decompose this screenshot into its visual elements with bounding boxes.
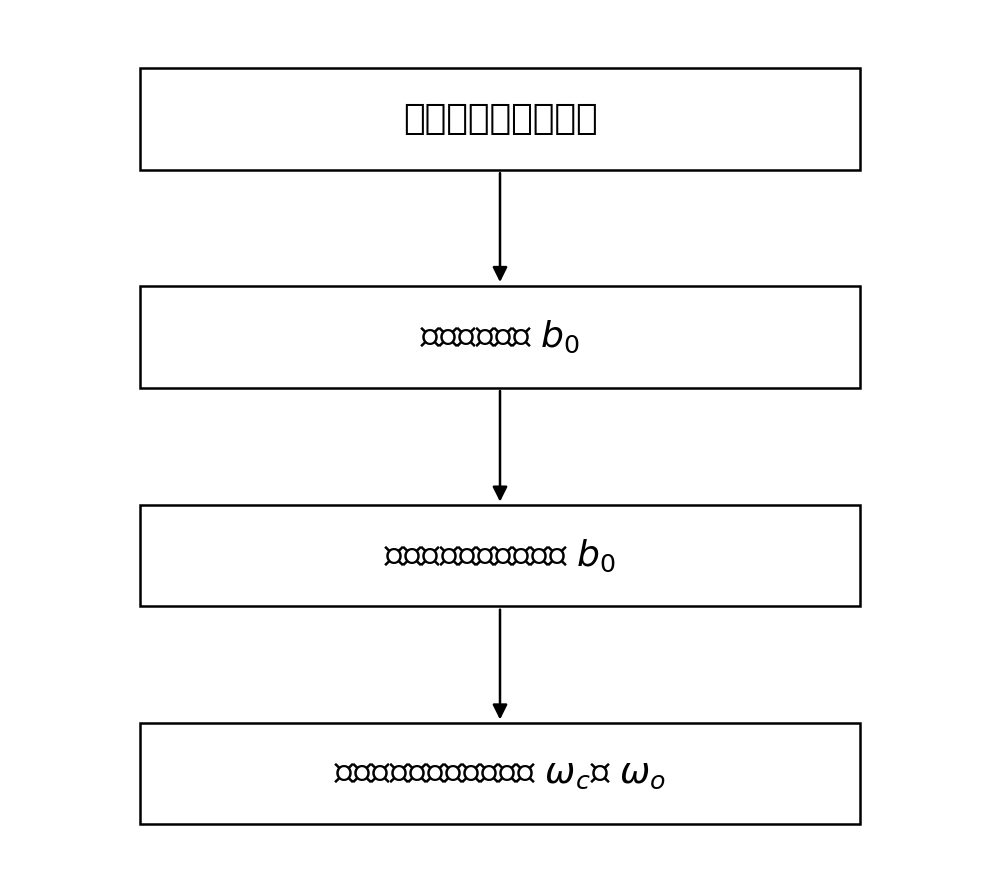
Bar: [140, 723, 860, 824]
Text: 位置环被控对象建模: 位置环被控对象建模: [403, 102, 597, 136]
Text: 采用改进粒子群算法优化 $\omega_c$、 $\omega_o$: 采用改进粒子群算法优化 $\omega_c$、 $\omega_o$: [334, 757, 666, 790]
Bar: [140, 69, 860, 169]
Bar: [140, 286, 860, 388]
Text: 求控制量增益 $b_0$: 求控制量增益 $b_0$: [420, 318, 580, 355]
Text: 辨识所建模型参数得到 $b_0$: 辨识所建模型参数得到 $b_0$: [384, 537, 616, 574]
Bar: [140, 505, 860, 607]
